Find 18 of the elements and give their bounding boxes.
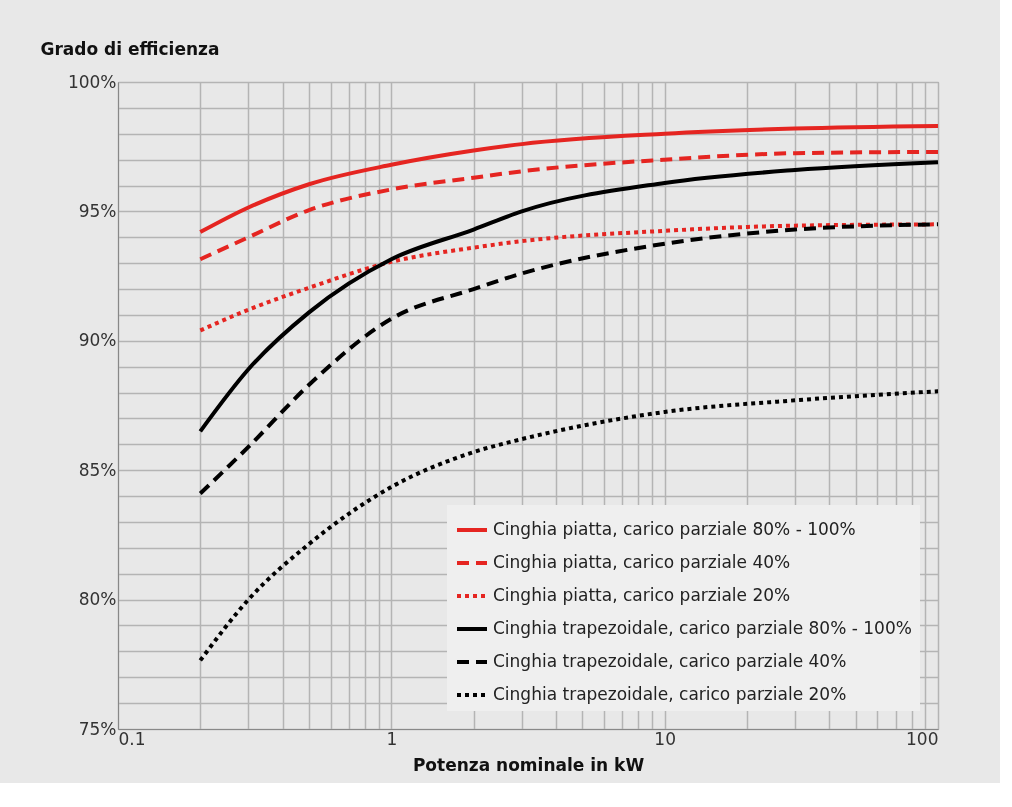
- y-tick-label: 95%: [78, 200, 117, 221]
- x-tick-label: 0.1: [118, 728, 146, 749]
- y-tick-label: 90%: [78, 330, 117, 351]
- y-tick-label: 75%: [78, 718, 117, 739]
- legend-label: Cinghia trapezoidale, carico parziale 20%: [493, 684, 847, 704]
- y-axis-title: Grado di efficienza: [40, 38, 220, 59]
- x-axis-title: Potenza nominale in kW: [412, 754, 645, 775]
- x-tick-label: 10: [654, 728, 676, 749]
- x-tick-label: 1: [386, 728, 398, 749]
- y-tick-label: 100%: [67, 71, 117, 92]
- legend-label: Cinghia piatta, carico parziale 20%: [493, 585, 791, 605]
- legend-label: Cinghia trapezoidale, carico parziale 80% - 100%: [493, 618, 912, 638]
- legend-label: Cinghia piatta, carico parziale 80% - 100%: [493, 519, 856, 539]
- legend-label: Cinghia trapezoidale, carico parziale 40%: [493, 651, 847, 671]
- x-tick-label: 100: [906, 728, 939, 749]
- legend-label: Cinghia piatta, carico parziale 40%: [493, 552, 791, 572]
- y-tick-label: 85%: [78, 459, 117, 480]
- y-tick-label: 80%: [78, 589, 117, 610]
